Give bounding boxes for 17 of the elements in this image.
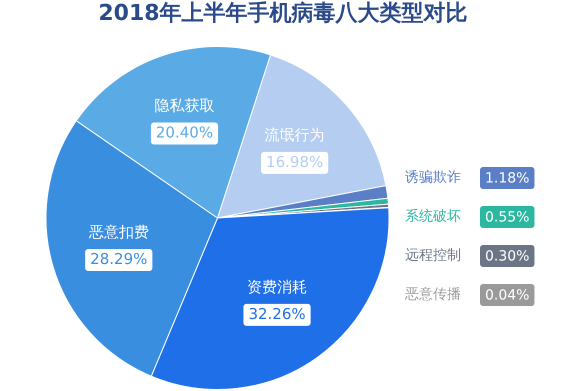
legend-label: 恶意传播: [404, 286, 461, 303]
data-label: 0.04%: [485, 288, 530, 304]
legend-label: 系统破坏: [405, 208, 461, 225]
legend-label: 诱骗欺诈: [405, 170, 461, 186]
data-label: 28.29%: [90, 250, 148, 268]
data-label: 1.18%: [485, 170, 530, 187]
legend-label: 远程控制: [405, 248, 461, 264]
data-label: 32.26%: [248, 304, 306, 323]
data-label: 20.40%: [156, 123, 214, 142]
slice-label: 资费消耗: [247, 278, 308, 296]
data-label: 16.98%: [266, 152, 324, 171]
slice-label: 流氓行为: [264, 126, 325, 144]
slice-label: 隐私获取: [154, 96, 214, 114]
chart-title: 2018年上半年手机病毒八大类型对比: [97, 0, 469, 28]
data-label: 0.30%: [485, 248, 530, 265]
data-label: 0.55%: [485, 210, 530, 226]
slice-label: 恶意扣费: [88, 222, 149, 241]
